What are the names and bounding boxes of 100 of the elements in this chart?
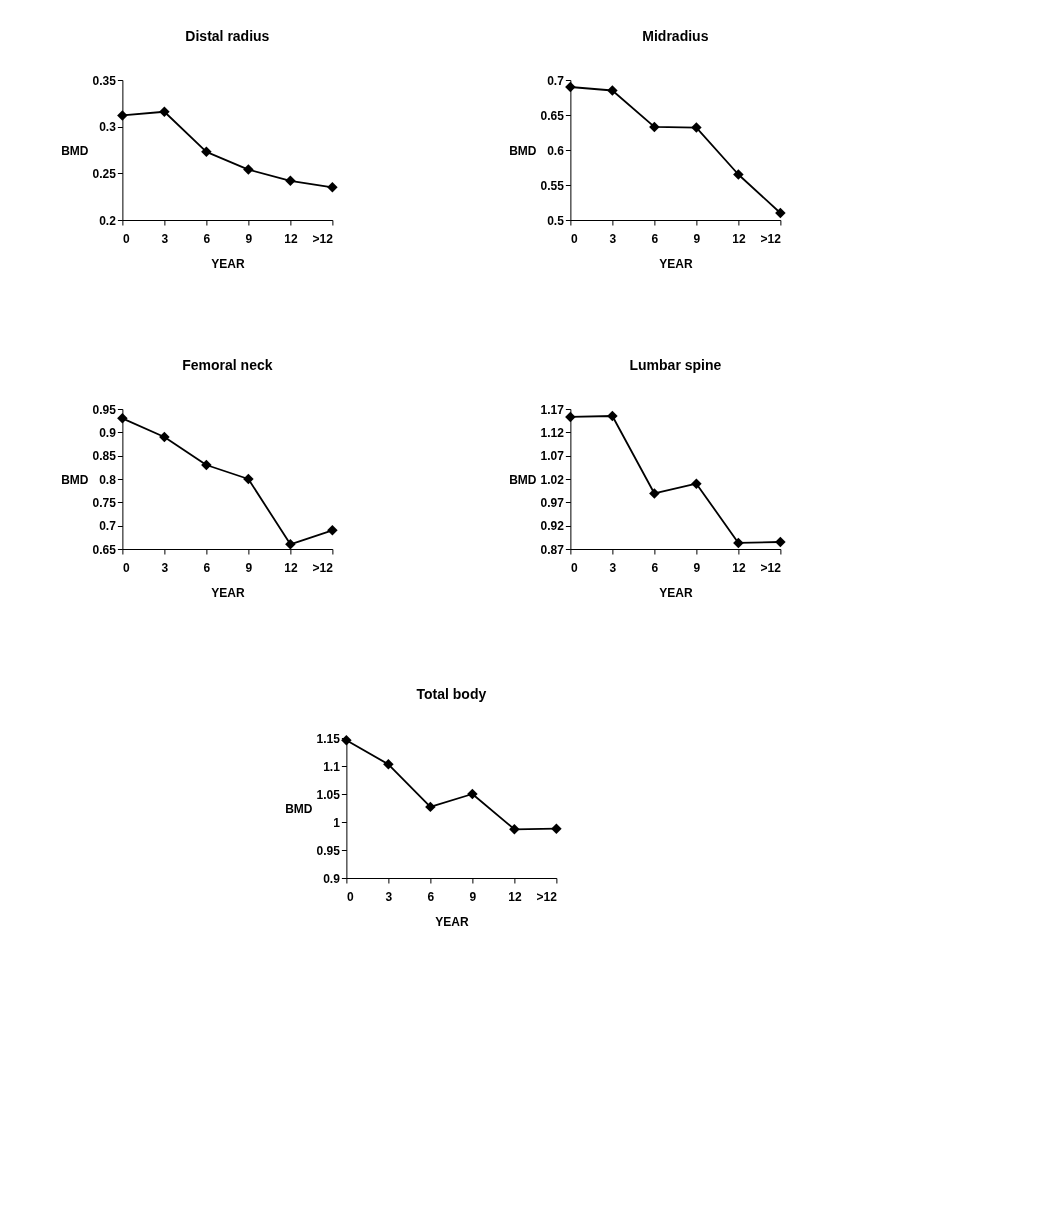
- x-tick-label: 0: [570, 231, 578, 246]
- y-axis-title: BMD: [285, 801, 313, 816]
- y-tick-label: 0.92: [540, 519, 565, 534]
- x-tick-label: 12: [284, 231, 298, 246]
- x-tick-label: 12: [284, 560, 298, 575]
- point: [243, 473, 254, 485]
- point: [159, 106, 170, 117]
- y-tick-label: 1.12: [540, 425, 565, 440]
- point: [565, 81, 576, 93]
- y-tick-label: 1.07: [540, 449, 565, 464]
- y-tick-label: 0.65: [92, 542, 117, 557]
- point: [285, 175, 296, 187]
- y-tick-label: 1.15: [316, 731, 341, 746]
- point: [117, 110, 128, 121]
- x-tick-label: 3: [609, 231, 617, 246]
- x-axis-title: YEAR: [435, 914, 469, 929]
- y-axis-title: BMD: [509, 472, 537, 487]
- y-tick-label: 0.95: [92, 402, 117, 417]
- y-axis-title: BMD: [509, 143, 537, 158]
- point: [775, 207, 786, 219]
- point: [565, 411, 576, 423]
- point: [607, 410, 618, 422]
- point: [775, 536, 786, 548]
- x-tick-label: 3: [609, 560, 617, 575]
- x-tick-label: 6: [651, 560, 659, 575]
- chart-title: Midradius: [642, 28, 709, 44]
- y-tick-label: 1.1: [323, 759, 341, 774]
- y-tick-label: 0.35: [92, 73, 117, 88]
- point: [243, 164, 254, 175]
- y-tick-label: 0.95: [316, 843, 341, 858]
- x-tick-label: 0: [122, 560, 130, 575]
- y-tick-label: 1: [333, 815, 341, 830]
- point: [733, 537, 744, 549]
- point: [383, 759, 394, 770]
- point: [201, 459, 212, 471]
- x-axis-title: YEAR: [659, 585, 693, 600]
- point: [201, 146, 212, 158]
- y-tick-label: 1.05: [316, 787, 341, 802]
- x-axis-title: YEAR: [659, 256, 693, 271]
- y-tick-label: 0.9: [323, 871, 341, 886]
- x-tick-label: 9: [469, 889, 477, 904]
- point: [649, 121, 660, 133]
- point: [691, 122, 702, 133]
- point: [327, 525, 338, 536]
- y-tick-label: 0.25: [92, 166, 117, 181]
- point: [159, 431, 170, 443]
- x-tick-label: >12: [312, 560, 334, 575]
- point: [327, 182, 338, 193]
- y-tick-label: 0.8: [99, 472, 117, 487]
- point: [467, 788, 478, 800]
- point: [285, 539, 296, 550]
- chart-title: Total body: [416, 686, 487, 702]
- point: [425, 801, 436, 813]
- x-tick-label: 0: [346, 889, 354, 904]
- x-tick-label: 0: [122, 231, 130, 246]
- point: [733, 169, 744, 180]
- x-tick-label: 9: [693, 231, 701, 246]
- x-tick-label: 9: [245, 231, 253, 246]
- chart-title: Lumbar spine: [629, 357, 722, 373]
- y-tick-label: 0.75: [92, 495, 117, 510]
- x-tick-label: >12: [760, 560, 782, 575]
- x-tick-label: 12: [732, 231, 746, 246]
- y-tick-label: 0.3: [99, 120, 117, 135]
- y-axis-title: BMD: [61, 143, 89, 158]
- x-tick-label: 3: [161, 231, 169, 246]
- x-tick-label: >12: [760, 231, 782, 246]
- chart-title: Distal radius: [185, 28, 270, 44]
- y-axis-title: BMD: [61, 472, 89, 487]
- y-tick-label: 0.87: [540, 542, 565, 557]
- x-tick-label: 3: [161, 560, 169, 575]
- x-tick-label: >12: [536, 889, 558, 904]
- x-tick-label: 0: [570, 560, 578, 575]
- y-tick-label: 0.55: [540, 178, 565, 193]
- x-axis-title: YEAR: [211, 585, 245, 600]
- y-tick-label: 0.7: [547, 73, 565, 88]
- x-tick-label: 6: [203, 231, 211, 246]
- point: [691, 478, 702, 489]
- y-tick-label: 0.2: [99, 213, 117, 228]
- x-axis-title: YEAR: [211, 256, 245, 271]
- x-tick-label: 6: [651, 231, 659, 246]
- y-tick-label: 1.17: [540, 402, 565, 417]
- x-tick-label: 9: [693, 560, 701, 575]
- y-tick-label: 0.5: [547, 213, 565, 228]
- x-tick-label: 12: [732, 560, 746, 575]
- point: [341, 735, 352, 746]
- point: [607, 85, 618, 96]
- x-tick-label: >12: [312, 231, 334, 246]
- x-tick-label: 6: [427, 889, 435, 904]
- point: [509, 824, 520, 835]
- point: [551, 823, 562, 834]
- y-tick-label: 0.85: [92, 449, 117, 464]
- chart-title: Femoral neck: [182, 357, 273, 373]
- x-tick-label: 6: [203, 560, 211, 575]
- y-tick-label: 0.65: [540, 108, 565, 123]
- y-tick-label: 0.6: [547, 143, 565, 158]
- point: [117, 413, 128, 424]
- y-tick-label: 0.9: [99, 425, 117, 440]
- point: [649, 488, 660, 499]
- x-tick-label: 9: [245, 560, 253, 575]
- y-tick-label: 0.97: [540, 495, 565, 510]
